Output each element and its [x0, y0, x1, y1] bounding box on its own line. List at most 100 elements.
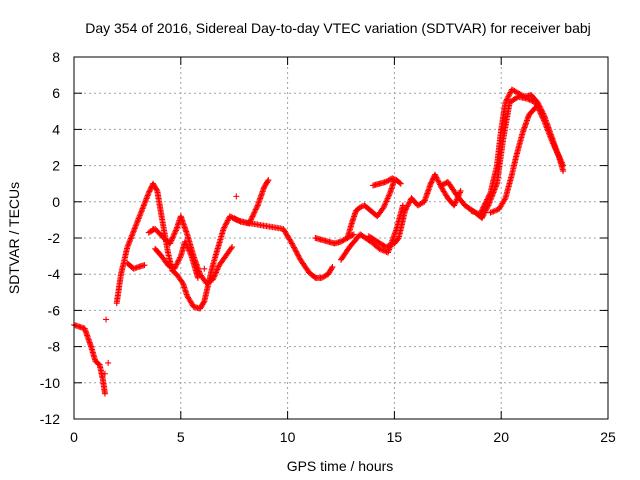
y-tick-label: 0	[52, 194, 60, 210]
data-point	[515, 90, 522, 97]
data-point	[144, 194, 151, 201]
data-point	[126, 239, 133, 246]
data-point	[435, 178, 442, 185]
data-point	[167, 238, 174, 245]
data-point	[516, 90, 523, 97]
data-point	[510, 87, 517, 94]
y-tick-label: 2	[52, 158, 60, 174]
data-point	[153, 186, 160, 193]
data-point	[517, 91, 524, 98]
data-point	[140, 204, 147, 211]
x-tick-label: 0	[70, 429, 78, 445]
data-point	[184, 244, 191, 251]
x-tick-label: 20	[493, 429, 509, 445]
data-point	[213, 269, 220, 276]
data-point	[147, 228, 154, 235]
data-point	[228, 245, 235, 252]
data-point	[385, 242, 392, 249]
data-point	[483, 197, 490, 204]
data-point	[502, 99, 509, 106]
data-point	[295, 254, 302, 261]
data-point	[135, 216, 142, 223]
data-point	[213, 267, 220, 274]
data-point	[182, 240, 189, 247]
data-point	[532, 104, 539, 111]
data-point	[146, 188, 153, 195]
data-point	[172, 264, 179, 271]
data-point	[503, 97, 510, 104]
data-point	[105, 359, 112, 366]
data-point	[170, 231, 177, 238]
y-tick-label: -4	[48, 266, 61, 282]
x-tick-label: 15	[387, 429, 403, 445]
data-point	[383, 198, 390, 205]
data-point	[187, 250, 194, 257]
data-point	[142, 198, 149, 205]
data-point	[438, 182, 445, 189]
data-point	[132, 265, 139, 272]
data-point	[428, 178, 435, 185]
data-point	[556, 153, 563, 160]
data-point	[252, 206, 259, 213]
data-point	[488, 209, 495, 216]
data-point	[559, 161, 566, 168]
data-point	[452, 199, 459, 206]
data-point	[236, 217, 243, 224]
data-point	[404, 203, 411, 210]
data-point	[250, 210, 257, 217]
data-point	[402, 206, 409, 213]
data-point	[341, 236, 348, 243]
data-point	[554, 149, 561, 156]
data-point	[539, 109, 546, 116]
data-point	[483, 206, 490, 213]
y-tick-label: 6	[52, 85, 60, 101]
data-point	[253, 205, 260, 212]
data-point	[293, 248, 300, 255]
data-point	[555, 152, 562, 159]
data-point	[483, 205, 490, 212]
data-point	[404, 202, 411, 209]
data-point	[141, 199, 148, 206]
data-point	[403, 205, 410, 212]
data-point	[538, 106, 545, 113]
data-point	[250, 212, 257, 219]
data-point	[376, 245, 383, 252]
data-point	[172, 228, 179, 235]
data-point	[440, 181, 447, 188]
data-point	[265, 177, 272, 184]
data-point	[131, 226, 138, 233]
data-point	[290, 243, 297, 250]
data-point	[491, 207, 498, 214]
data-point	[174, 258, 181, 265]
data-point	[171, 265, 178, 272]
data-point	[328, 265, 335, 272]
data-point	[432, 173, 439, 180]
data-point	[147, 185, 154, 192]
data-point	[164, 262, 171, 269]
data-point	[138, 208, 145, 215]
data-point	[535, 100, 542, 107]
data-point	[555, 151, 562, 158]
data-point	[512, 88, 519, 95]
data-point	[377, 246, 384, 253]
data-point	[482, 200, 489, 207]
data-point	[143, 195, 150, 202]
data-point	[485, 193, 492, 200]
chart-title: Day 354 of 2016, Sidereal Day-to-day VTE…	[85, 20, 591, 36]
data-point	[478, 208, 485, 215]
data-point	[535, 102, 542, 109]
data-point	[385, 177, 392, 184]
y-tick-label: 4	[52, 121, 60, 137]
data-point	[476, 211, 483, 218]
data-point	[128, 234, 135, 241]
data-point	[295, 252, 302, 259]
data-point	[484, 196, 491, 203]
data-point	[129, 231, 136, 238]
data-point	[506, 92, 513, 99]
data-point	[233, 216, 240, 223]
data-point	[228, 214, 235, 221]
data-point	[235, 217, 242, 224]
data-point	[384, 243, 391, 250]
data-point	[132, 222, 139, 229]
data-point	[226, 213, 233, 220]
